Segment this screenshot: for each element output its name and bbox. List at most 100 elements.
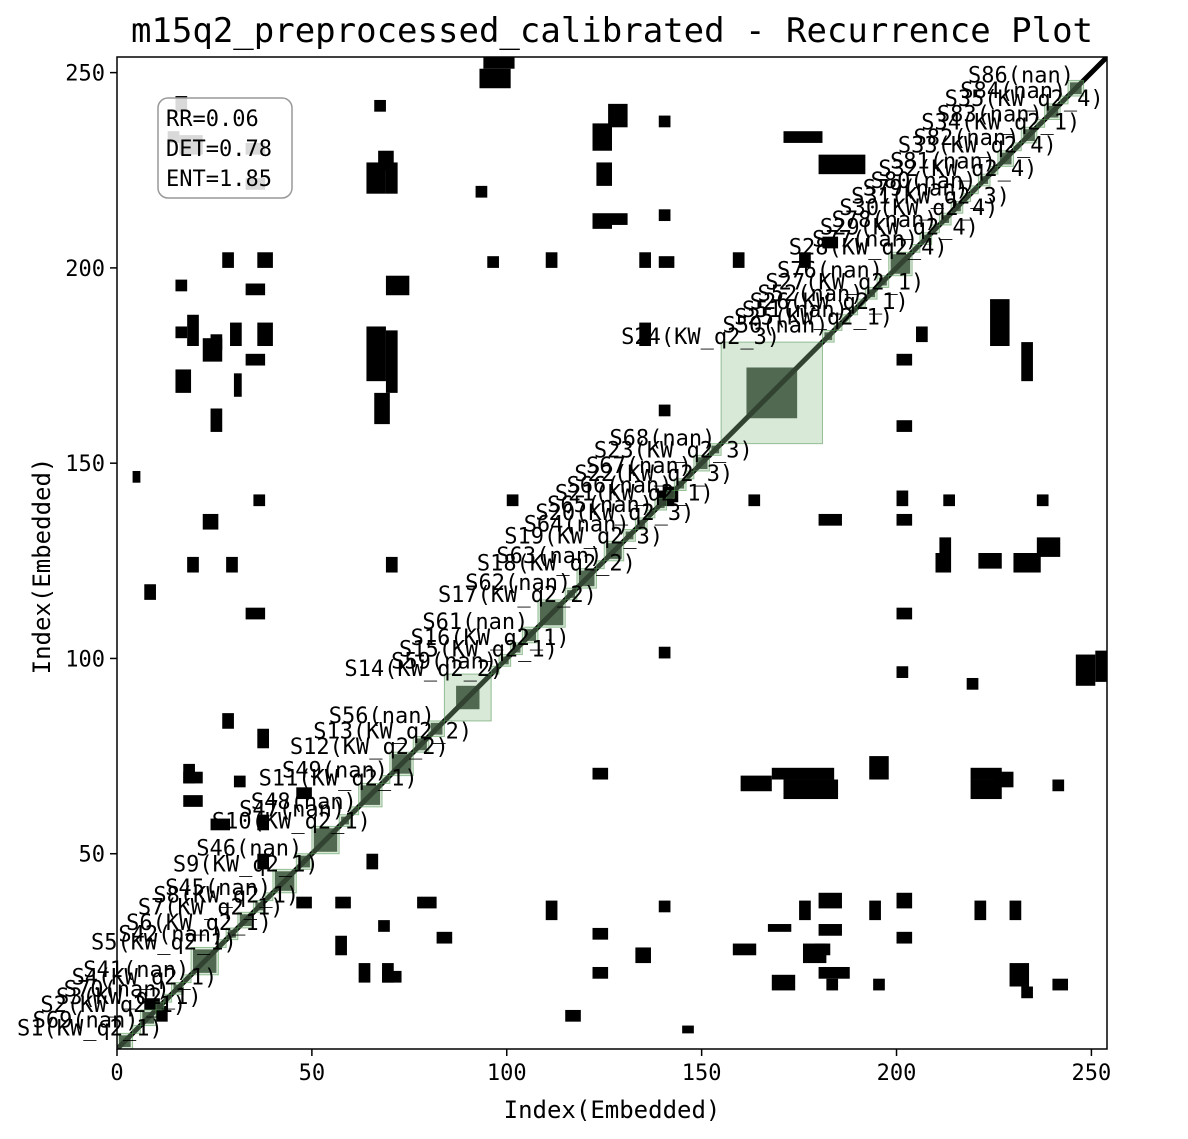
- segment-box: [888, 251, 913, 277]
- stat-ent: ENT=1.85: [166, 167, 272, 192]
- segment-boxes: [117, 79, 1085, 1049]
- segment-label: S29(KW_q2_4): [820, 216, 979, 241]
- recurrence-point: [978, 553, 1002, 569]
- recurrence-point: [385, 330, 398, 393]
- recurrence-point: [818, 924, 842, 936]
- segment-box: [311, 825, 340, 855]
- segment-box: [989, 165, 999, 175]
- x-axis-label: Index(Embedded): [504, 1096, 721, 1124]
- recurrence-point: [210, 408, 223, 432]
- recurrence-point: [202, 513, 219, 530]
- recurrence-point: [155, 1006, 168, 1022]
- recurrence-point: [799, 252, 811, 268]
- segment-box: [1036, 118, 1046, 128]
- segment-box: [603, 540, 625, 562]
- recurrence-point: [732, 252, 745, 268]
- segment-label: S7(KW_q2_1): [138, 895, 284, 920]
- recurrence-point: [417, 896, 437, 909]
- recurrence-point: [767, 924, 792, 932]
- segment-box: [264, 892, 274, 902]
- recurrence-point: [144, 584, 156, 600]
- recurrence-point: [658, 646, 671, 659]
- recurrence-point: [1009, 963, 1030, 987]
- recurrence-point: [506, 494, 519, 507]
- segment-box: [931, 224, 940, 234]
- segment-label: S5(KW_q2_1): [91, 930, 237, 955]
- segment-label: S77(nan): [812, 227, 918, 252]
- segment-box: [962, 193, 972, 203]
- recurrence-point: [658, 404, 671, 417]
- y-tick-label: 250: [65, 62, 105, 87]
- segment-label: S51(nan): [742, 298, 848, 323]
- y-tick-label: 200: [65, 257, 105, 282]
- recurrence-point: [682, 1025, 694, 1034]
- recurrence-point: [896, 607, 913, 620]
- recurrence-point: [939, 537, 952, 553]
- segment-label: S30(KW_q2_4): [839, 196, 998, 221]
- recurrence-point: [732, 943, 757, 956]
- recurrence-point: [771, 974, 796, 991]
- recurrence-point: [1021, 342, 1033, 382]
- recurrence-point: [374, 99, 386, 112]
- segment-box: [139, 1009, 157, 1027]
- segment-label: S9(KW_q2_1): [173, 852, 319, 877]
- recurrence-point: [366, 853, 379, 870]
- recurrence-point: [826, 978, 839, 991]
- recurrence-point: [366, 326, 386, 382]
- recurrence-point: [802, 943, 827, 964]
- segment-box: [673, 478, 687, 492]
- x-tick-label: 200: [877, 1061, 917, 1086]
- segment-label: S23(KW_q2_3): [594, 438, 753, 463]
- recurrence-point: [483, 57, 515, 69]
- segment-box: [389, 751, 414, 777]
- recurrence-point: [1052, 978, 1069, 991]
- segment-label: S65(nan): [547, 493, 653, 518]
- segment-box: [1067, 79, 1085, 97]
- recurrence-point: [799, 900, 811, 921]
- segment-box: [977, 173, 991, 187]
- recurrence-point: [245, 353, 266, 366]
- recurrence-point: [545, 900, 558, 921]
- recurrence-point: [818, 966, 850, 979]
- recurrence-point: [226, 556, 238, 573]
- segment-box: [564, 587, 578, 601]
- recurrence-point: [993, 771, 1014, 788]
- recurrence-point: [896, 513, 913, 526]
- segment-box: [412, 736, 430, 753]
- recurrence-point: [378, 920, 390, 932]
- x-axis-ticks: 0 50 100 150 200 250: [110, 1049, 1111, 1086]
- recurrence-point: [1052, 779, 1065, 792]
- recurrence-point: [635, 947, 651, 964]
- segment-label: S31(KW_q2_3): [851, 185, 1010, 210]
- recurrence-point: [132, 470, 141, 483]
- recurrence-point: [296, 787, 312, 800]
- segment-box: [537, 599, 566, 628]
- recurrence-point: [592, 927, 609, 940]
- recurrence-point: [974, 900, 987, 921]
- segment-box: [237, 911, 254, 929]
- segment-label: S17(KW_q2_2): [438, 583, 597, 608]
- segment-box: [217, 939, 227, 948]
- recurrence-point: [970, 767, 1002, 780]
- segment-box: [295, 853, 313, 870]
- segment-label: S63(nan): [496, 544, 602, 569]
- segment-box: [997, 150, 1014, 167]
- recurrence-point: [1036, 494, 1049, 507]
- recurrence-point: [187, 314, 199, 347]
- segment-label: S48(nan): [251, 790, 357, 815]
- recurrence-point: [210, 818, 231, 831]
- recurrence-point: [385, 275, 410, 296]
- recurrence-point: [183, 795, 203, 807]
- recurrence-point: [596, 162, 612, 186]
- segment-box: [1044, 103, 1061, 120]
- segment-box: [576, 568, 597, 589]
- segment-label: S16(KW_q2_1): [411, 626, 570, 651]
- segment-label: S76(nan): [777, 259, 883, 284]
- segment-label: S47(nan): [239, 798, 345, 823]
- recurrence-point: [935, 553, 952, 573]
- segment-box: [857, 298, 866, 308]
- recurrence-point: [896, 490, 909, 507]
- segment-label: S28(KW_q2_4): [789, 235, 948, 260]
- recurrence-point: [175, 326, 188, 339]
- recurrence-point: [818, 513, 842, 526]
